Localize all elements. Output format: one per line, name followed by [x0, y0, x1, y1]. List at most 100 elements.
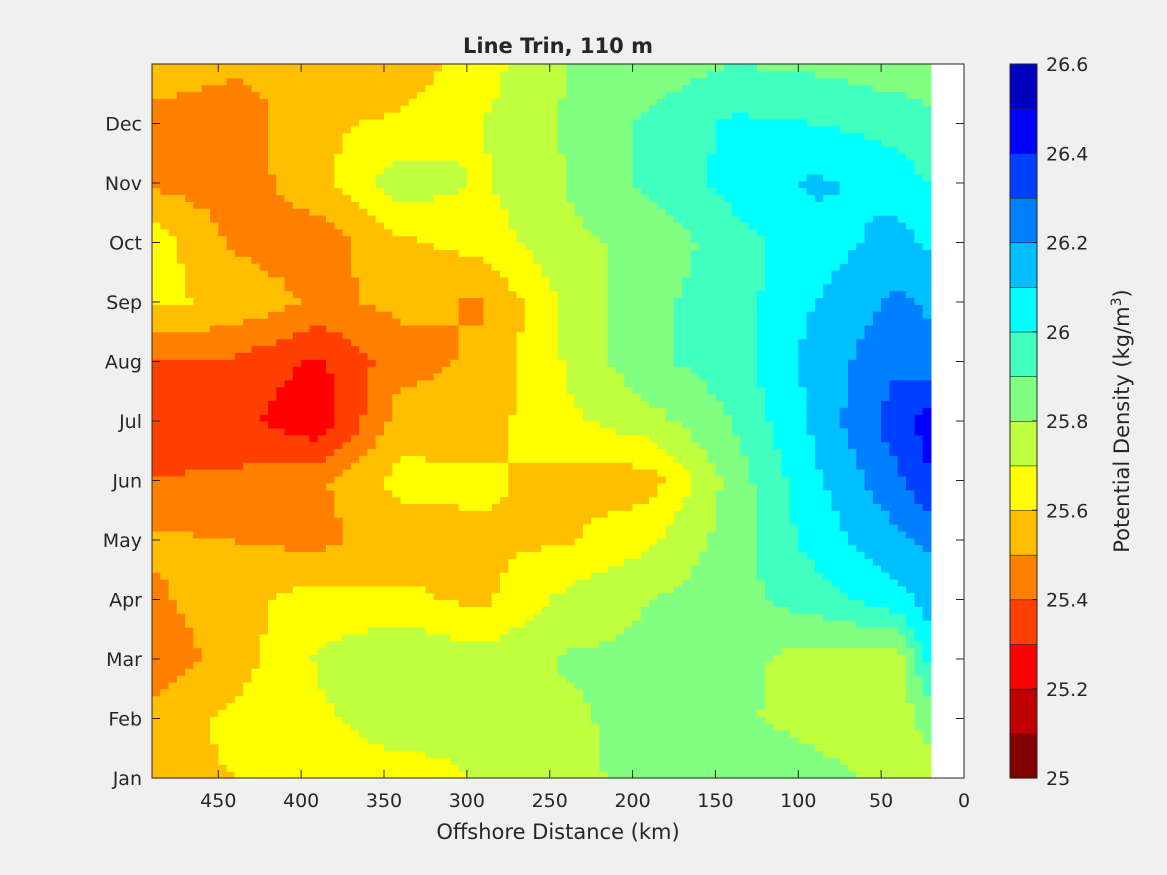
density-cell [831, 640, 841, 649]
density-cell [856, 613, 866, 621]
density-cell [674, 496, 683, 504]
density-cell [906, 558, 915, 566]
density-cell [425, 702, 435, 710]
density-cell [831, 613, 841, 621]
density-cell [864, 764, 874, 772]
density-cell [425, 565, 435, 573]
density-cell [922, 572, 932, 580]
density-cell [425, 530, 435, 539]
density-cell [616, 661, 625, 669]
density-cell [392, 448, 402, 456]
density-cell [872, 482, 882, 491]
density-cell [790, 469, 799, 477]
density-cell [450, 640, 460, 649]
density-cell [284, 688, 294, 697]
density-cell [640, 736, 650, 745]
density-cell [616, 613, 625, 621]
density-cell [292, 441, 302, 450]
density-cell [566, 599, 576, 607]
density-cell [806, 434, 816, 443]
density-cell [674, 462, 683, 470]
density-cell [723, 572, 733, 580]
density-cell [740, 517, 750, 525]
density-cell [450, 743, 460, 752]
density-cell [541, 736, 551, 745]
density-cell [616, 414, 625, 422]
density-cell [524, 675, 534, 683]
density-cell [632, 757, 642, 765]
density-cell [889, 414, 899, 422]
density-cell [491, 688, 501, 697]
density-cell [616, 757, 625, 765]
density-cell [831, 633, 841, 642]
density-cell [773, 626, 783, 635]
density-cell [450, 565, 460, 573]
density-cell [607, 578, 617, 587]
density-cell [326, 702, 335, 710]
density-cell [566, 441, 576, 450]
density-cell [218, 489, 228, 498]
density-cell [582, 517, 592, 525]
density-cell [574, 469, 584, 477]
density-cell [160, 771, 170, 779]
density-cell [292, 599, 302, 607]
density-cell [632, 620, 642, 628]
density-cell [375, 469, 385, 477]
density-cell [922, 482, 932, 491]
density-cell [914, 572, 924, 580]
density-cell [226, 572, 236, 580]
density-cell [756, 681, 766, 690]
density-cell [301, 551, 311, 559]
density-cell [516, 633, 526, 642]
density-cell [442, 626, 451, 635]
density-cell [218, 626, 228, 635]
density-cell [831, 558, 841, 566]
density-cell [342, 482, 352, 491]
density-cell [881, 654, 891, 662]
density-cell [475, 414, 485, 422]
density-cell [442, 709, 451, 717]
density-cell [317, 462, 327, 470]
density-cell [848, 633, 857, 642]
density-cell [582, 469, 592, 477]
density-cell [682, 743, 692, 752]
density-cell [367, 592, 377, 601]
density-cell [872, 688, 882, 697]
density-cell [558, 489, 567, 498]
density-cell [400, 414, 410, 422]
density-cell [665, 455, 675, 463]
density-cell [317, 613, 327, 621]
density-cell [814, 475, 824, 484]
density-cell [839, 675, 849, 683]
density-cell [624, 688, 634, 697]
density-cell [326, 585, 335, 594]
density-cell [392, 523, 402, 532]
density-cell [218, 613, 228, 621]
density-cell [218, 743, 228, 752]
density-cell [218, 750, 228, 759]
density-cell [524, 523, 534, 532]
density-cell [798, 585, 808, 594]
density-cell [914, 729, 924, 738]
density-cell [715, 640, 725, 649]
density-cell [392, 688, 402, 697]
density-cell [326, 475, 335, 484]
density-cell [599, 668, 609, 676]
density-cell [491, 743, 501, 752]
density-cell [408, 688, 418, 697]
density-cell [607, 661, 617, 669]
density-cell [682, 551, 692, 559]
density-cell [359, 475, 369, 484]
density-cell [806, 633, 816, 642]
density-cell [657, 757, 667, 765]
density-cell [781, 510, 791, 518]
density-cell [549, 729, 559, 738]
density-cell [616, 558, 625, 566]
density-cell [400, 743, 410, 752]
density-cell [897, 585, 907, 594]
density-cell [814, 530, 824, 539]
density-cell [359, 469, 369, 477]
density-cell [483, 592, 493, 601]
density-cell [806, 688, 816, 697]
density-cell [798, 675, 808, 683]
